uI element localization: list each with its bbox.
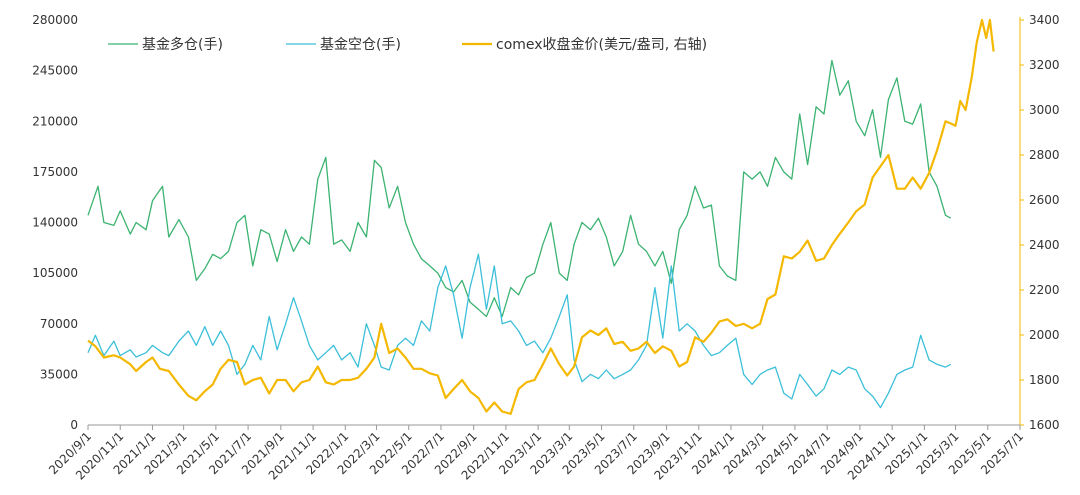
y-right-tick-label: 2200: [1029, 283, 1060, 297]
y-left-tick-label: 140000: [32, 216, 78, 230]
y-left-tick-label: 280000: [32, 13, 78, 27]
series-line-3: [87, 18, 995, 415]
series-line-2: [87, 253, 952, 409]
y-right-tick-label: 2800: [1029, 148, 1060, 162]
y-right-tick-label: 2600: [1029, 193, 1060, 207]
y-right-tick-label: 2400: [1029, 238, 1060, 252]
right-axis: 1600 1800 2000 2200 2400 2600 2800 3000 3200 3400: [1019, 13, 1060, 432]
y-left-tick-label: 210000: [32, 114, 78, 128]
y-right-tick-label: 2000: [1029, 328, 1060, 342]
y-right-tick-label: 1600: [1029, 418, 1060, 432]
series-layer: [87, 18, 995, 415]
legend-label: 基金多仓(手): [142, 36, 223, 53]
y-left-tick-label: 0: [70, 418, 78, 432]
legend: 基金多仓(手) 基金空仓(手) comex收盘金价(美元/盎司, 右轴): [108, 36, 707, 53]
legend-label: comex收盘金价(美元/盎司, 右轴): [496, 36, 707, 53]
series-line-1: [87, 59, 952, 318]
x-axis: 2020/9/12020/11/12021/1/12021/3/12021/5/…: [46, 424, 1026, 483]
y-left-tick-label: 175000: [32, 165, 78, 179]
y-right-tick-label: 3200: [1029, 58, 1060, 72]
y-left-tick-label: 35000: [40, 367, 78, 381]
y-left-tick-label: 245000: [32, 64, 78, 78]
y-left-tick-label: 105000: [32, 266, 78, 280]
y-left-tick-label: 70000: [40, 317, 78, 331]
legend-label: 基金空仓(手): [320, 36, 401, 53]
left-axis: 0 35000 70000 105000 140000 175000 210000 24500…: [32, 13, 78, 432]
y-right-tick-label: 3000: [1029, 103, 1060, 117]
y-right-tick-label: 3400: [1029, 13, 1060, 27]
y-right-tick-label: 1800: [1029, 373, 1060, 387]
